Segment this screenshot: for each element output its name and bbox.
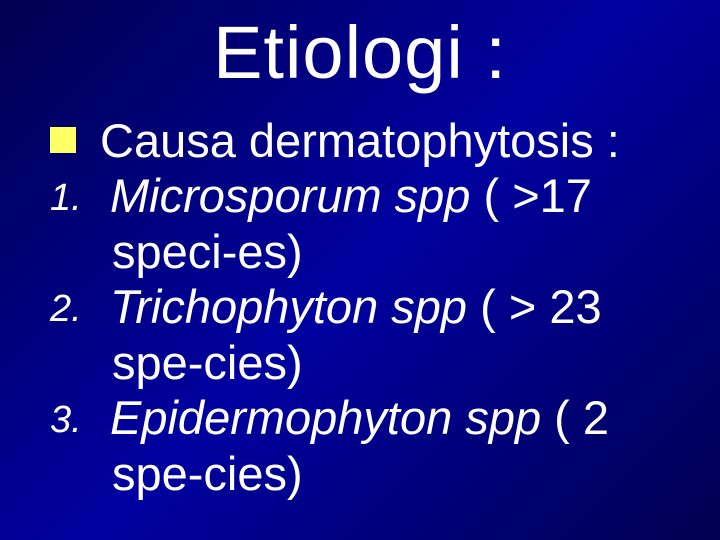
item-italic: Epidermophyton spp xyxy=(110,391,554,444)
square-bullet-icon xyxy=(50,127,76,153)
list-item: 2. Trichophyton spp ( > 23 xyxy=(50,279,690,334)
item-rest: ( >17 xyxy=(484,169,592,222)
list-item: 1. Microsporum spp ( >17 xyxy=(50,168,690,223)
bullet-line: Causa dermatophytosis : xyxy=(50,113,690,168)
slide-content: Causa dermatophytosis : 1. Microsporum s… xyxy=(30,113,690,501)
item-number: 3. xyxy=(50,398,92,443)
item-text: Epidermophyton spp ( 2 xyxy=(110,390,609,445)
item-rest: ( > 23 xyxy=(480,280,602,333)
item-number: 1. xyxy=(50,176,92,221)
item-rest: ( 2 xyxy=(554,391,609,444)
item-continuation: spe-cies) xyxy=(50,335,690,390)
slide-title: Etiologi : xyxy=(30,10,690,95)
item-text: Trichophyton spp ( > 23 xyxy=(110,279,602,334)
bullet-text: Causa dermatophytosis : xyxy=(100,113,620,168)
item-continuation: spe-cies) xyxy=(50,446,690,501)
item-italic: Microsporum spp xyxy=(110,169,484,222)
item-text: Microsporum spp ( >17 xyxy=(110,168,592,223)
list-item: 3. Epidermophyton spp ( 2 xyxy=(50,390,690,445)
item-italic: Trichophyton spp xyxy=(110,280,480,333)
slide: Etiologi : Causa dermatophytosis : 1. Mi… xyxy=(0,0,720,540)
item-continuation: speci-es) xyxy=(50,224,690,279)
item-number: 2. xyxy=(50,287,92,332)
